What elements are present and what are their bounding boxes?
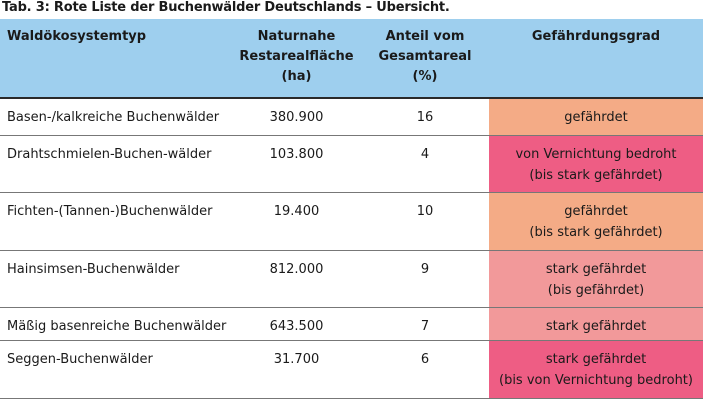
table-row: Hainsimsen-Buchenwälder 812.000 9 stark … — [0, 250, 703, 307]
ecosystem-name: Seggen-Buchenwälder — [7, 351, 153, 367]
threat-level-note: (bis von Vernichtung bedroht) — [499, 372, 693, 388]
table-header-row: Waldökosystemtyp Naturnahe Restarealfläc… — [0, 19, 703, 98]
table-row: Mäßig basenreiche Buchenwälder 643.500 7… — [0, 307, 703, 340]
table-row: Seggen-Buchenwälder 31.700 6 stark gefäh… — [0, 340, 703, 398]
threat-level-cell: gefährdet (bis stark gefährdet) — [489, 192, 703, 250]
threat-level-text: stark gefährdet — [545, 318, 647, 334]
threat-level-note: (bis stark gefährdet) — [529, 167, 663, 183]
threat-level-note: (bis stark gefährdet) — [529, 224, 663, 240]
area-value: 380.900 — [269, 110, 324, 125]
share-value: 7 — [420, 318, 430, 334]
header-ecosystem-type: Waldökosystemtyp — [0, 19, 232, 98]
threat-level-cell: stark gefährdet — [489, 307, 703, 340]
threat-level-text: stark gefährdet — [545, 261, 647, 277]
header-share-line-3: (%) — [412, 69, 438, 84]
red-list-table: Waldökosystemtyp Naturnahe Restarealfläc… — [0, 19, 703, 399]
area-value: 19.400 — [273, 203, 320, 219]
table-row: Drahtschmielen-Buchen-wälder 103.800 4 v… — [0, 135, 703, 192]
header-threat-level: Gefährdungsgrad — [489, 19, 703, 98]
table-row: Fichten-(Tannen-)Buchenwälder 19.400 10 … — [0, 192, 703, 250]
threat-level-text: stark gefährdet — [545, 351, 647, 367]
threat-level-text: gefährdet — [564, 110, 628, 125]
threat-level-cell: von Vernichtung bedroht (bis stark gefäh… — [489, 135, 703, 192]
ecosystem-name: Drahtschmielen-Buchen-wälder — [7, 146, 212, 162]
share-value: 16 — [416, 110, 434, 125]
header-share-line-2: Gesamtareal — [378, 49, 472, 64]
header-area: Naturnahe Restarealfläche (ha) — [232, 19, 361, 98]
ecosystem-name: Basen-/kalkreiche Buchenwälder — [7, 110, 220, 125]
area-value: 812.000 — [269, 261, 324, 277]
header-share: Anteil vom Gesamtareal (%) — [361, 19, 489, 98]
header-area-line-3: (ha) — [281, 69, 312, 84]
area-value: 103.800 — [269, 146, 324, 162]
table-row: Basen-/kalkreiche Buchenwälder 380.900 1… — [0, 98, 703, 135]
share-value: 4 — [420, 146, 430, 162]
threat-level-note: (bis gefährdet) — [547, 282, 645, 298]
threat-level-cell: gefährdet — [489, 98, 703, 135]
area-value: 31.700 — [273, 351, 320, 367]
ecosystem-name: Hainsimsen-Buchenwälder — [7, 261, 180, 277]
share-value: 9 — [420, 261, 430, 277]
threat-level-cell: stark gefährdet (bis gefährdet) — [489, 250, 703, 307]
threat-level-text: gefährdet — [564, 203, 628, 219]
share-value: 10 — [416, 203, 434, 219]
share-value: 6 — [420, 351, 430, 367]
ecosystem-name: Mäßig basenreiche Buchenwälder — [7, 318, 227, 334]
area-value: 643.500 — [269, 318, 324, 334]
table-caption: Tab. 3: Rote Liste der Buchenwälder Deut… — [2, 0, 450, 15]
header-area-line-2: Restarealfläche — [239, 49, 354, 64]
threat-level-text: von Vernichtung bedroht — [515, 146, 677, 162]
header-share-line-1: Anteil vom — [385, 29, 465, 44]
threat-level-cell: stark gefährdet (bis von Vernichtung bed… — [489, 340, 703, 398]
header-area-line-1: Naturnahe — [257, 29, 336, 44]
ecosystem-name: Fichten-(Tannen-)Buchenwälder — [7, 203, 213, 219]
